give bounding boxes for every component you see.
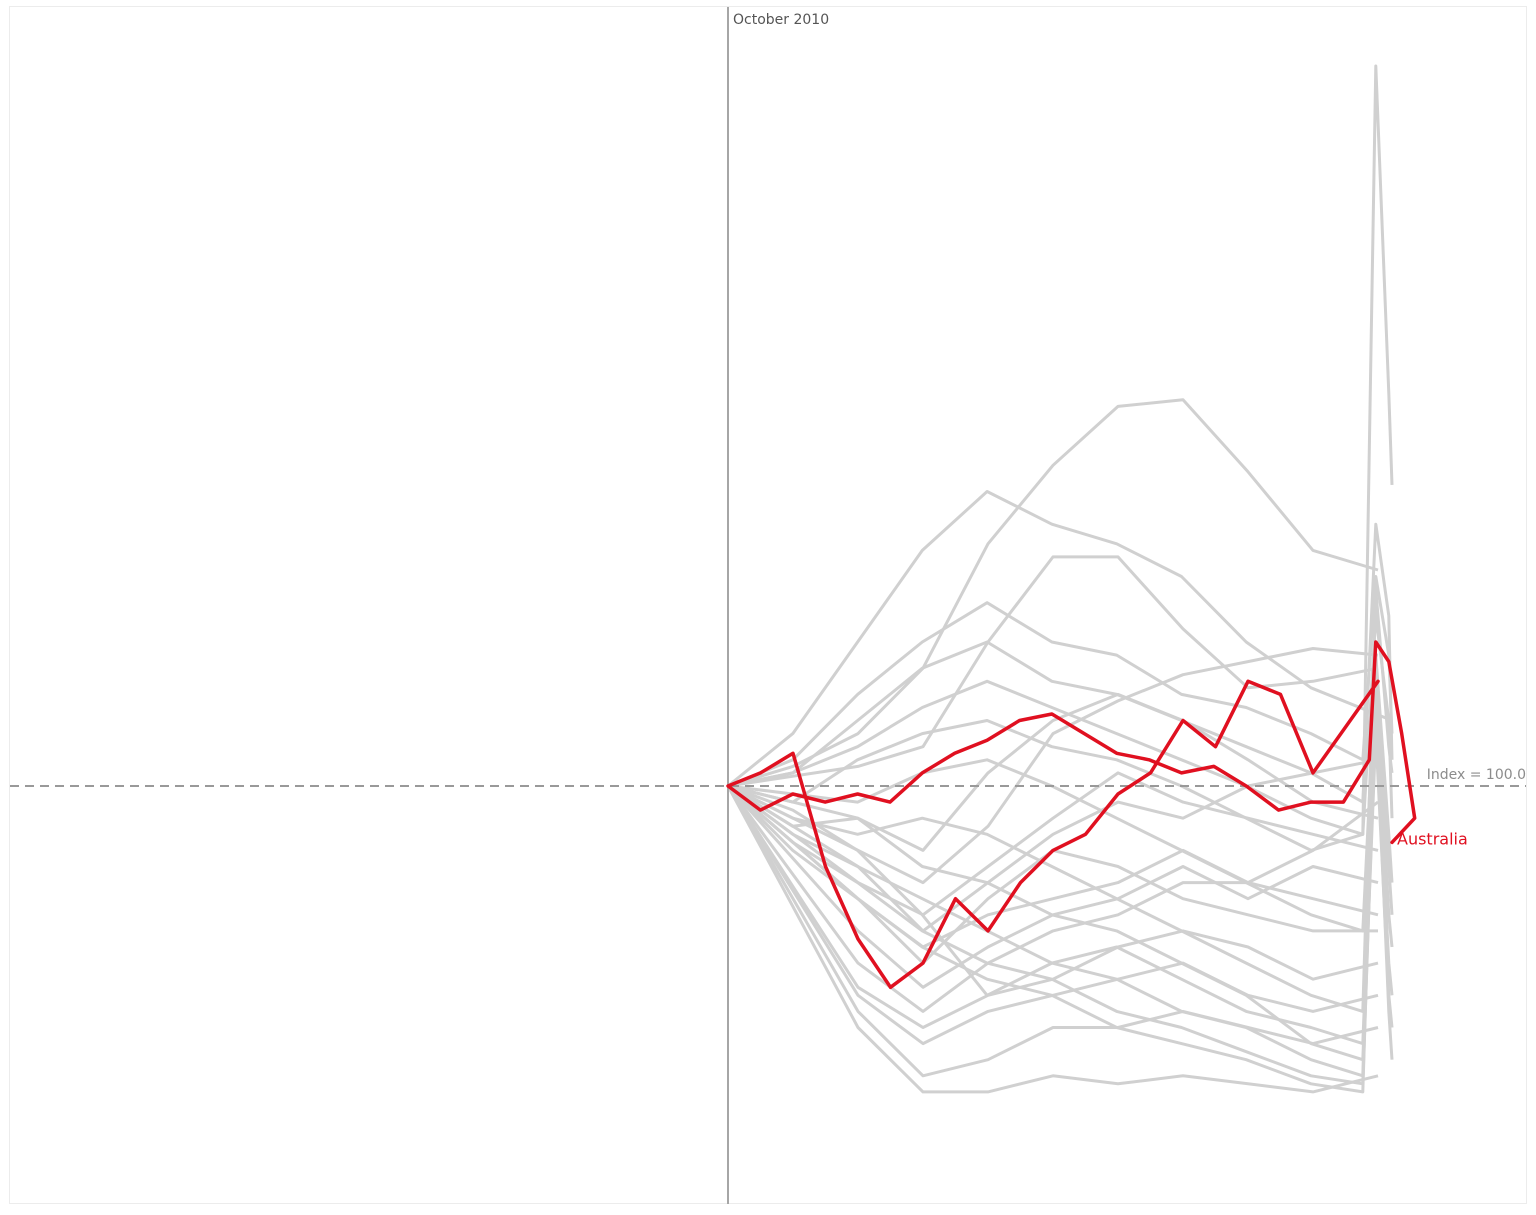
- background-series-line-9: [726, 785, 1379, 1046]
- background-series-line-15: [727, 490, 1393, 788]
- background-series-line-22: [727, 719, 1394, 1046]
- highlight-series-line: [726, 640, 1417, 990]
- background-series-line-11: [726, 785, 1379, 1094]
- chart-frame: [9, 6, 1527, 1204]
- highlight-series-label: Australia: [1397, 829, 1468, 848]
- background-series-line-17: [727, 522, 1394, 804]
- reference-date-label: October 2010: [733, 12, 829, 28]
- index-baseline-label: Index = 100.0: [1427, 767, 1526, 783]
- background-series-line-25: [727, 666, 1394, 933]
- background-series-line-14: [727, 784, 1378, 965]
- background-series-group: [726, 64, 1394, 1094]
- background-series-line-2: [727, 555, 1379, 788]
- background-series-line-1: [727, 398, 1379, 788]
- background-series-line-10: [726, 785, 1379, 1078]
- background-series-line-13: [727, 758, 1379, 933]
- background-series-line-8: [726, 785, 1379, 1029]
- background-series-line-6: [726, 784, 1379, 989]
- background-series-line-26: [727, 706, 1394, 1086]
- background-series-line-3: [727, 647, 1379, 885]
- background-series-line-16: [727, 575, 1394, 788]
